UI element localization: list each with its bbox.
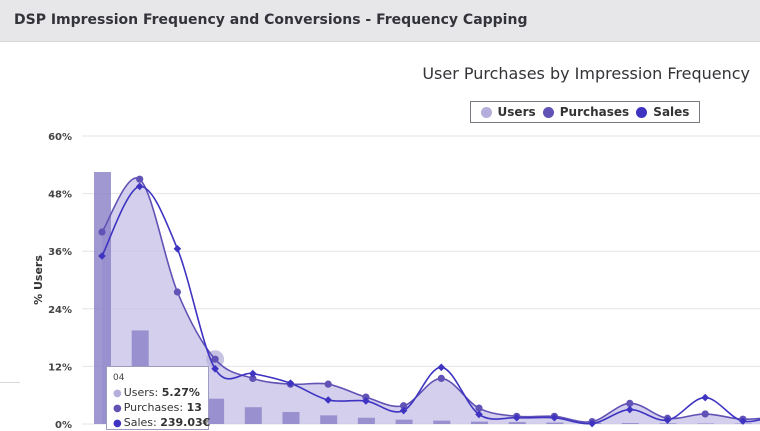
tooltip-row-sales: ●Sales: 239.03€	[113, 416, 202, 431]
y-tick-label: 0%	[55, 420, 72, 428]
tooltip-purchases-label: Purchases:	[124, 401, 187, 414]
tooltip-purchases-value: 13	[187, 401, 202, 414]
y-axis-label: % Users	[32, 255, 45, 305]
tooltip-users-label: Users:	[124, 386, 162, 399]
legend-dot-purchases-icon	[543, 107, 554, 118]
sales-point	[438, 364, 446, 372]
legend-item-sales[interactable]: Sales	[636, 105, 689, 119]
users-bar	[396, 420, 413, 424]
chart-legend: Users Purchases Sales	[470, 101, 700, 123]
users-bar	[358, 418, 375, 424]
legend-item-users[interactable]: Users	[481, 105, 536, 119]
legend-dot-users-icon	[481, 107, 492, 118]
users-bar	[433, 421, 450, 424]
tooltip-purchases-bullet-icon: ●	[113, 403, 122, 414]
y-tick-label: 36%	[48, 247, 72, 258]
users-bar	[283, 412, 300, 424]
tooltip-sales-label: Sales:	[124, 416, 160, 429]
purchases-point	[212, 356, 219, 363]
y-tick-label: 24%	[48, 305, 72, 316]
purchases-point	[98, 228, 105, 235]
tooltip-users-value: 5.27%	[162, 386, 200, 399]
tooltip-users-bullet-icon: ●	[113, 388, 122, 399]
users-bar	[509, 422, 526, 424]
tooltip-row-purchases: ●Purchases: 13	[113, 401, 202, 416]
left-divider	[0, 382, 20, 383]
purchases-point	[438, 375, 445, 382]
tooltip-sales-value: 239.03€	[160, 416, 210, 429]
sales-point	[701, 394, 709, 402]
users-bar	[622, 423, 639, 424]
y-tick-label: 12%	[48, 362, 72, 373]
y-tick-label: 60%	[48, 132, 72, 143]
chart-tooltip: 04 ●Users: 5.27% ●Purchases: 13 ●Sales: …	[106, 366, 209, 430]
purchases-point	[136, 176, 143, 183]
legend-label-sales: Sales	[653, 105, 689, 119]
legend-label-purchases: Purchases	[560, 105, 629, 119]
legend-label-users: Users	[498, 105, 536, 119]
chart-title: User Purchases by Impression Frequency	[422, 64, 750, 83]
tooltip-sales-bullet-icon: ●	[113, 418, 122, 429]
purchases-point	[702, 410, 709, 417]
users-bar	[546, 423, 563, 424]
purchases-point	[174, 288, 181, 295]
legend-item-purchases[interactable]: Purchases	[543, 105, 629, 119]
y-tick-label: 48%	[48, 190, 72, 201]
users-bar	[471, 422, 488, 424]
purchases-point	[325, 381, 332, 388]
tooltip-category: 04	[113, 373, 202, 383]
legend-dot-sales-icon	[636, 107, 647, 118]
users-bar	[320, 415, 337, 424]
tooltip-row-users: ●Users: 5.27%	[113, 386, 202, 401]
users-bar	[245, 407, 262, 424]
